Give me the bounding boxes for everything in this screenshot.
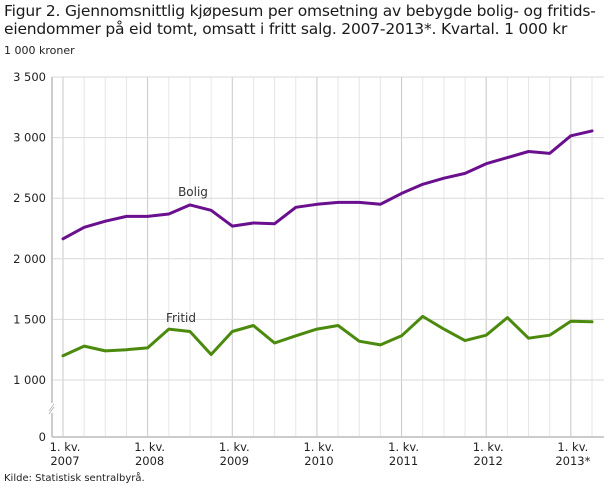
series-lines — [61, 129, 594, 358]
grid-lines — [52, 76, 604, 437]
y-tick-label: 2 500 — [13, 191, 46, 205]
y-tick-label: 1 500 — [13, 312, 46, 326]
axis-break-icon — [48, 406, 55, 415]
x-tick-label-year: 2010 — [304, 454, 333, 468]
series-labels: Bolig Fritid — [166, 185, 208, 325]
axis-break-icon — [48, 403, 55, 412]
source-note: Kilde: Statistisk sentralbyrå. — [4, 473, 145, 484]
x-tick-label-quarter: 1. kv. — [219, 440, 250, 454]
x-tick-label-quarter: 1. kv. — [50, 440, 81, 454]
y-tick-label: 3 500 — [13, 70, 46, 84]
x-tick-label-year: 2008 — [135, 454, 164, 468]
x-tick-label-quarter: 1. kv. — [473, 440, 504, 454]
x-tick-label-year: 2009 — [220, 454, 249, 468]
x-tick-label-year: 2007 — [50, 454, 79, 468]
chart-title: Figur 2. Gjennomsnittlig kjøpesum per om… — [4, 2, 608, 38]
x-tick-label-year: 2011 — [389, 454, 418, 468]
y-axis-unit-label: 1 000 kroner — [4, 44, 75, 57]
x-tick-label-year: 2013* — [555, 454, 590, 468]
x-tick-label-year: 2012 — [474, 454, 503, 468]
x-tick-label-quarter: 1. kv. — [388, 440, 419, 454]
series-label-fritid: Fritid — [166, 311, 196, 325]
x-tick-label-quarter: 1. kv. — [303, 440, 334, 454]
y-tick-label: 0 — [39, 430, 46, 444]
x-tick-label-quarter: 1. kv. — [134, 440, 165, 454]
y-tick-label: 1 000 — [13, 373, 46, 387]
y-axis-ticks: 0 1 000 1 500 2 000 2 500 3 000 3 500 — [13, 70, 46, 444]
series-line-fritid — [61, 314, 594, 358]
chart-title-line-2: eiendommer på eid tomt, omsatt i fritt s… — [4, 20, 568, 38]
x-tick-label-quarter: 1. kv. — [557, 440, 588, 454]
axis-break-gap — [48, 403, 56, 413]
axes — [48, 77, 604, 438]
y-tick-label: 3 000 — [13, 131, 46, 145]
y-tick-label: 2 000 — [13, 252, 46, 266]
series-line-bolig — [61, 129, 594, 241]
series-label-bolig: Bolig — [178, 185, 208, 199]
chart-title-line-1: Figur 2. Gjennomsnittlig kjøpesum per om… — [4, 2, 596, 20]
